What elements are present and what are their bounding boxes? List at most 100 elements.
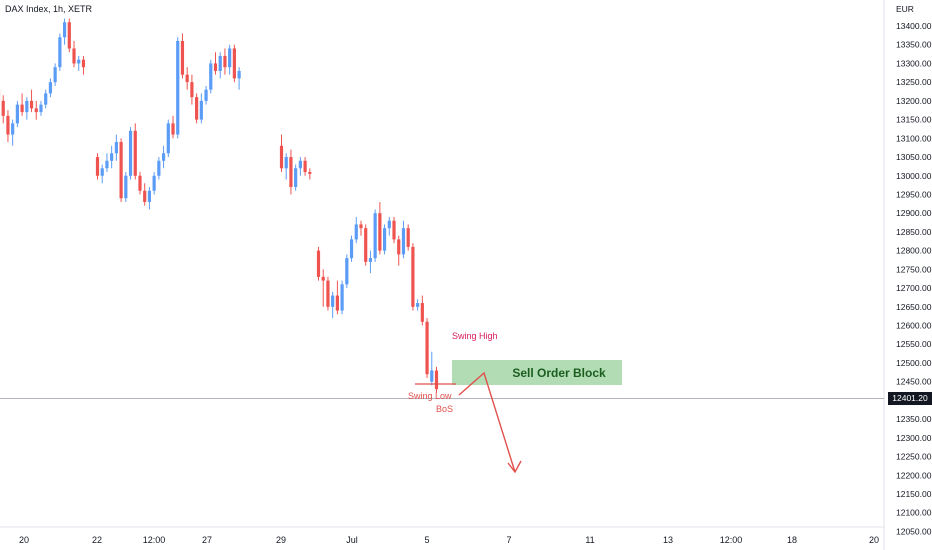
candle-body bbox=[345, 258, 349, 285]
candle-body bbox=[349, 239, 354, 259]
candle-body bbox=[420, 303, 424, 322]
candle bbox=[204, 85, 208, 105]
time-tick-label: 5 bbox=[424, 535, 429, 545]
projection-arrow-path[interactable] bbox=[458, 371, 516, 473]
price-tick-label: 12200.00 bbox=[896, 470, 932, 480]
candle-body bbox=[237, 70, 241, 79]
candle-body bbox=[316, 250, 321, 277]
candle-body bbox=[392, 220, 396, 240]
candle-body bbox=[110, 153, 114, 161]
candle bbox=[368, 250, 373, 274]
candle bbox=[232, 44, 236, 83]
candle bbox=[11, 119, 15, 146]
candle-body bbox=[72, 48, 76, 64]
candle bbox=[147, 186, 152, 210]
time-tick-label: 7 bbox=[506, 535, 511, 545]
candle bbox=[298, 157, 302, 176]
candle-body bbox=[204, 89, 208, 101]
candle bbox=[294, 164, 298, 191]
candle-body bbox=[298, 160, 302, 169]
candle bbox=[335, 280, 339, 315]
chart-title: DAX Index, 1h, XETR bbox=[5, 4, 93, 14]
price-tick-label: 13200.00 bbox=[896, 96, 932, 106]
candle bbox=[62, 18, 67, 45]
candle-body bbox=[378, 213, 382, 251]
candle-body bbox=[430, 370, 434, 382]
price-tick-label: 12250.00 bbox=[896, 452, 932, 462]
candle bbox=[378, 201, 382, 255]
candle bbox=[289, 149, 293, 195]
price-tick-label: 12150.00 bbox=[896, 489, 932, 499]
candle bbox=[110, 145, 114, 169]
candle-body bbox=[401, 228, 406, 255]
candle bbox=[161, 145, 166, 169]
candle bbox=[387, 216, 391, 236]
candle-body bbox=[223, 55, 227, 68]
time-tick-label: 22 bbox=[92, 535, 102, 545]
candle bbox=[364, 224, 368, 266]
candle-body bbox=[62, 22, 67, 38]
candle bbox=[340, 280, 344, 315]
price-tick-label: 12900.00 bbox=[896, 208, 932, 218]
candle bbox=[420, 295, 424, 326]
candle-body bbox=[147, 190, 152, 202]
candle-body bbox=[387, 220, 391, 229]
candle bbox=[124, 172, 128, 202]
price-tick-label: 13050.00 bbox=[896, 152, 932, 162]
candle bbox=[397, 235, 401, 266]
projection-arrow-head bbox=[507, 460, 522, 474]
time-tick-label: 20 bbox=[869, 535, 879, 545]
candle-body bbox=[6, 115, 10, 135]
candle-body bbox=[25, 100, 29, 113]
candle bbox=[157, 157, 161, 180]
candle bbox=[237, 67, 241, 90]
swing-low-label: Swing Low bbox=[408, 391, 452, 401]
candle-body bbox=[100, 168, 104, 176]
candle bbox=[354, 216, 358, 244]
candle-body bbox=[114, 142, 118, 154]
candle bbox=[382, 224, 387, 255]
price-tick-label: 13350.00 bbox=[896, 40, 932, 50]
currency-label: EUR bbox=[896, 4, 914, 14]
candle-body bbox=[232, 48, 236, 79]
candle bbox=[303, 157, 307, 176]
candle bbox=[406, 224, 410, 251]
candle bbox=[34, 100, 38, 120]
candle-body bbox=[335, 295, 339, 311]
candle-body bbox=[326, 280, 330, 307]
sell-order-block-zone[interactable] bbox=[452, 360, 622, 385]
candle bbox=[308, 168, 312, 180]
sell-order-block-label: Sell Order Block bbox=[512, 366, 606, 380]
candle-body bbox=[289, 157, 293, 187]
candle bbox=[411, 243, 415, 311]
candle-body bbox=[185, 74, 189, 83]
time-tick-label: 13 bbox=[663, 535, 673, 545]
candle bbox=[223, 48, 227, 75]
candle-body bbox=[279, 145, 284, 169]
candle-body bbox=[124, 175, 128, 199]
candle bbox=[176, 37, 180, 139]
candle bbox=[171, 115, 175, 139]
price-axis: 13400.00 13350.00 13300.00 13250.00 13200.00… bbox=[896, 21, 932, 536]
candle-body bbox=[138, 175, 142, 191]
candle-body bbox=[228, 48, 232, 68]
candle bbox=[349, 235, 354, 262]
price-tick-label: 13400.00 bbox=[896, 21, 932, 31]
candle-body bbox=[171, 123, 175, 135]
candle-body bbox=[425, 321, 429, 375]
candle bbox=[434, 366, 439, 393]
candle bbox=[77, 55, 81, 71]
candle bbox=[359, 220, 363, 236]
price-tick-label: 13300.00 bbox=[896, 58, 932, 68]
candle bbox=[321, 269, 325, 307]
price-tick-label: 13150.00 bbox=[896, 115, 932, 125]
candle-body bbox=[1, 100, 5, 116]
candle-body bbox=[105, 160, 109, 169]
candle-body bbox=[199, 100, 203, 120]
candle-body bbox=[308, 172, 312, 174]
candle bbox=[72, 40, 76, 68]
candle-body bbox=[119, 142, 123, 199]
candle bbox=[331, 291, 335, 319]
time-tick-label: 29 bbox=[276, 535, 286, 545]
